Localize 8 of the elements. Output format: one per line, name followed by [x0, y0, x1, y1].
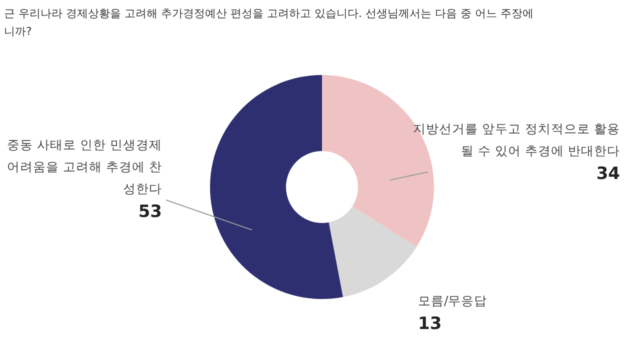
- slice-label: 중동 사태로 인한 민생경제 어려움을 고려해 추경에 찬성한다: [6, 136, 162, 198]
- chart-subtitle: 니까?: [4, 24, 32, 39]
- slice-label: 지방선거를 앞두고 정치적으로 활용될 수 있어 추경에 반대한다: [412, 120, 620, 160]
- data-label: 13: [418, 313, 443, 336]
- data-label: 53: [137, 201, 162, 224]
- data-label: 34: [595, 163, 620, 186]
- chart-title: 근 우리나라 경제상황을 고려해 추가경정예산 편성을 고려하고 있습니다. 선생님께서는 다음 중 어느 주장에: [4, 6, 534, 21]
- slice-label: 모름/무응답: [418, 292, 488, 310]
